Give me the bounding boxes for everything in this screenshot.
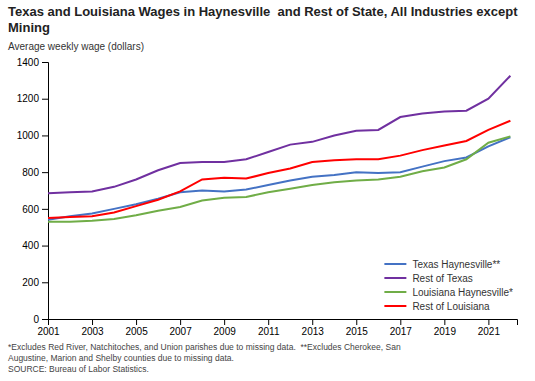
- legend-item: Texas Haynesville**: [384, 259, 500, 270]
- plot: 2001 2003 2005 2007 2009 2011 2013 2015 2017 2019…: [17, 57, 518, 337]
- x-tick-label: 2021: [478, 326, 501, 337]
- x-tick: 2007: [169, 319, 192, 337]
- title-line: Mining: [8, 20, 50, 35]
- y-tick: 0: [33, 314, 48, 325]
- y-tick-mark: [42, 172, 48, 173]
- y-tick-mark: [42, 209, 48, 210]
- legend-label: Louisiana Haynesville*: [412, 287, 513, 298]
- y-tick: 400: [22, 240, 48, 251]
- x-tick-mark: [356, 319, 357, 325]
- x-tick-label: 2017: [390, 326, 413, 337]
- x-tick-mark: [268, 319, 269, 325]
- y-tick-mark: [42, 319, 48, 320]
- x-tick-label: 2005: [125, 326, 148, 337]
- x-tick: 2009: [214, 319, 237, 337]
- y-tick: 200: [22, 277, 48, 288]
- y-tick-label: 600: [22, 204, 39, 215]
- y-tick: 1000: [17, 130, 48, 141]
- x-tick-label: 2003: [81, 326, 104, 337]
- legend-label: Rest of Louisiana: [412, 301, 490, 312]
- y-tick-label: 0: [33, 314, 39, 325]
- x-tick-label: 2013: [302, 326, 325, 337]
- y-tick-mark: [42, 62, 48, 63]
- legend-label: Texas Haynesville**: [412, 259, 500, 270]
- x-tick-mark: [92, 319, 93, 325]
- y-axis: 0 200 400 600 800 1000 1200 1400: [17, 57, 49, 325]
- x-tick: 2011: [258, 319, 280, 337]
- y-tick: 1200: [17, 93, 48, 104]
- legend: Texas Haynesville** Rest of Texas Louisian…: [384, 259, 513, 312]
- x-tick-mark: [312, 319, 313, 325]
- series-line: [48, 137, 510, 220]
- x-tick-mark: [224, 319, 225, 325]
- y-axis-line: [42, 63, 49, 320]
- legend-swatch: [384, 263, 406, 265]
- title-line: Texas and Louisiana Wages in Haynesville…: [8, 4, 518, 19]
- x-tick-label: 2011: [258, 326, 280, 337]
- y-axis-title: Average weekly wage (dollars): [8, 41, 144, 52]
- y-tick-mark: [42, 246, 48, 247]
- x-tick-mark: [444, 319, 445, 325]
- legend-swatch: [384, 277, 406, 279]
- x-tick: 2021: [478, 319, 501, 337]
- title: Texas and Louisiana Wages in Haynesville…: [8, 4, 518, 35]
- legend-swatch: [384, 305, 406, 307]
- x-tick-label: 2001: [37, 326, 60, 337]
- legend-item: Rest of Texas: [384, 273, 472, 284]
- x-tick: 2013: [302, 319, 325, 337]
- x-tick-mark: [180, 319, 181, 325]
- footnote: Augustine, Marion and Shelby counties du…: [8, 353, 234, 363]
- lines: [48, 76, 510, 222]
- x-tick: 2005: [125, 319, 148, 337]
- footnote: SOURCE: Bureau of Labor Statistics.: [8, 364, 149, 374]
- x-tick-label: 2009: [214, 326, 237, 337]
- y-tick-label: 200: [22, 277, 39, 288]
- x-axis-line: [49, 320, 518, 326]
- y-tick: 1400: [17, 57, 48, 68]
- y-tick-label: 400: [22, 240, 39, 251]
- legend-item: Louisiana Haynesville*: [384, 287, 513, 298]
- y-tick-mark: [42, 282, 48, 283]
- y-tick-label: 1000: [17, 130, 40, 141]
- y-tick: 600: [22, 204, 48, 215]
- y-tick-label: 1400: [17, 57, 40, 68]
- chart: Texas and Louisiana Wages in Haynesville…: [0, 0, 535, 381]
- y-tick: 800: [22, 167, 48, 178]
- x-tick-mark: [488, 319, 489, 325]
- series-line: [48, 76, 510, 193]
- x-tick-label: 2007: [169, 326, 192, 337]
- x-tick: 2003: [81, 319, 104, 337]
- series-line: [48, 136, 510, 221]
- y-tick-label: 800: [22, 167, 39, 178]
- y-tick-label: 1200: [17, 93, 40, 104]
- x-tick-mark: [400, 319, 401, 325]
- series-line: [48, 121, 510, 218]
- x-tick-label: 2015: [346, 326, 369, 337]
- legend-item: Rest of Louisiana: [384, 301, 490, 312]
- x-tick: 2015: [346, 319, 369, 337]
- y-tick-mark: [42, 135, 48, 136]
- x-axis: 2001 2003 2005 2007 2009 2011 2013 2015 2017 2019…: [37, 319, 517, 337]
- y-tick-mark: [42, 99, 48, 100]
- x-tick: 2001: [37, 319, 60, 337]
- legend-swatch: [384, 291, 406, 293]
- x-tick-label: 2019: [434, 326, 457, 337]
- x-tick-mark: [136, 319, 137, 325]
- x-tick: 2019: [434, 319, 457, 337]
- legend-label: Rest of Texas: [412, 273, 472, 284]
- x-tick: 2017: [390, 319, 413, 337]
- footnote: *Excludes Red River, Natchitoches, and U…: [8, 342, 401, 352]
